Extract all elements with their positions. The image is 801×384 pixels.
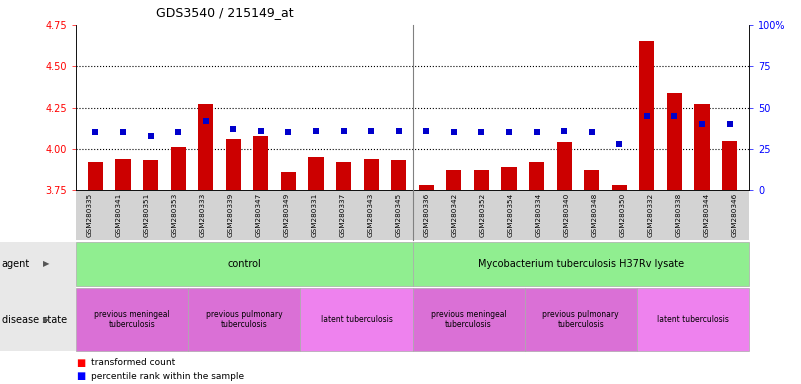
Point xyxy=(144,132,157,139)
Text: GSM280333: GSM280333 xyxy=(199,193,205,237)
Point xyxy=(475,129,488,136)
Text: GSM280352: GSM280352 xyxy=(480,193,485,237)
Text: GSM280353: GSM280353 xyxy=(171,193,177,237)
Bar xyxy=(364,159,379,190)
Text: previous meningeal
tuberculosis: previous meningeal tuberculosis xyxy=(431,310,506,329)
Point xyxy=(310,127,323,134)
Text: GSM280336: GSM280336 xyxy=(424,193,429,237)
Text: GSM280347: GSM280347 xyxy=(256,193,261,237)
Bar xyxy=(226,139,241,190)
Text: Mycobacterium tuberculosis H37Rv lysate: Mycobacterium tuberculosis H37Rv lysate xyxy=(477,259,684,269)
Text: GSM280344: GSM280344 xyxy=(704,193,710,237)
Text: ▶: ▶ xyxy=(43,260,50,268)
Text: transformed count: transformed count xyxy=(91,358,175,367)
Point xyxy=(255,127,268,134)
Bar xyxy=(281,172,296,190)
Bar xyxy=(198,104,213,190)
Text: GSM280348: GSM280348 xyxy=(592,193,598,237)
Text: GSM280342: GSM280342 xyxy=(452,193,457,237)
Point xyxy=(89,129,102,136)
Bar xyxy=(115,159,131,190)
Text: disease state: disease state xyxy=(2,314,66,325)
Text: ■: ■ xyxy=(76,371,86,381)
Text: ■: ■ xyxy=(76,358,86,368)
Bar xyxy=(722,141,737,190)
Point xyxy=(668,113,681,119)
Point xyxy=(227,126,239,132)
Point xyxy=(199,118,212,124)
Text: GSM280351: GSM280351 xyxy=(143,193,149,237)
Point xyxy=(723,121,736,127)
Text: GSM280335: GSM280335 xyxy=(87,193,93,237)
Point xyxy=(448,129,461,136)
Text: latent tuberculosis: latent tuberculosis xyxy=(320,315,392,324)
Text: GSM280331: GSM280331 xyxy=(312,193,317,237)
Bar xyxy=(529,162,544,190)
Bar xyxy=(446,170,461,190)
Point xyxy=(586,129,598,136)
Point xyxy=(557,127,570,134)
Bar xyxy=(612,185,627,190)
Point xyxy=(613,141,626,147)
Bar xyxy=(694,104,710,190)
Text: GSM280349: GSM280349 xyxy=(284,193,289,237)
Point xyxy=(171,129,184,136)
Bar xyxy=(171,147,186,190)
Bar xyxy=(308,157,324,190)
Text: previous meningeal
tuberculosis: previous meningeal tuberculosis xyxy=(95,310,170,329)
Bar xyxy=(501,167,517,190)
Point xyxy=(695,121,708,127)
Point xyxy=(392,127,405,134)
Point xyxy=(282,129,295,136)
Bar xyxy=(474,170,489,190)
Text: GSM280341: GSM280341 xyxy=(115,193,121,237)
Text: GSM280340: GSM280340 xyxy=(564,193,570,237)
Bar xyxy=(336,162,351,190)
Point xyxy=(117,129,130,136)
Bar xyxy=(557,142,572,190)
Bar xyxy=(639,41,654,190)
Text: GSM280350: GSM280350 xyxy=(620,193,626,237)
Text: GSM280337: GSM280337 xyxy=(340,193,345,237)
Bar xyxy=(88,162,103,190)
Point xyxy=(530,129,543,136)
Text: GSM280345: GSM280345 xyxy=(396,193,401,237)
Text: GSM280346: GSM280346 xyxy=(732,193,738,237)
Point xyxy=(337,127,350,134)
Bar xyxy=(253,136,268,190)
Bar xyxy=(419,185,434,190)
Point xyxy=(502,129,515,136)
Text: control: control xyxy=(227,259,261,269)
Point xyxy=(641,113,654,119)
Point xyxy=(364,127,377,134)
Text: agent: agent xyxy=(2,259,30,269)
Bar xyxy=(584,170,599,190)
Text: GSM280334: GSM280334 xyxy=(536,193,541,237)
Point xyxy=(420,127,433,134)
Bar xyxy=(391,161,406,190)
Text: previous pulmonary
tuberculosis: previous pulmonary tuberculosis xyxy=(206,310,283,329)
Bar xyxy=(667,93,682,190)
Text: GSM280354: GSM280354 xyxy=(508,193,513,237)
Text: GDS3540 / 215149_at: GDS3540 / 215149_at xyxy=(156,6,294,19)
Text: ▶: ▶ xyxy=(43,315,50,324)
Text: GSM280343: GSM280343 xyxy=(368,193,373,237)
Text: previous pulmonary
tuberculosis: previous pulmonary tuberculosis xyxy=(542,310,619,329)
Text: percentile rank within the sample: percentile rank within the sample xyxy=(91,372,244,381)
Text: GSM280339: GSM280339 xyxy=(227,193,233,237)
Text: GSM280338: GSM280338 xyxy=(676,193,682,237)
Text: GSM280332: GSM280332 xyxy=(648,193,654,237)
Text: latent tuberculosis: latent tuberculosis xyxy=(657,315,729,324)
Bar xyxy=(143,161,158,190)
